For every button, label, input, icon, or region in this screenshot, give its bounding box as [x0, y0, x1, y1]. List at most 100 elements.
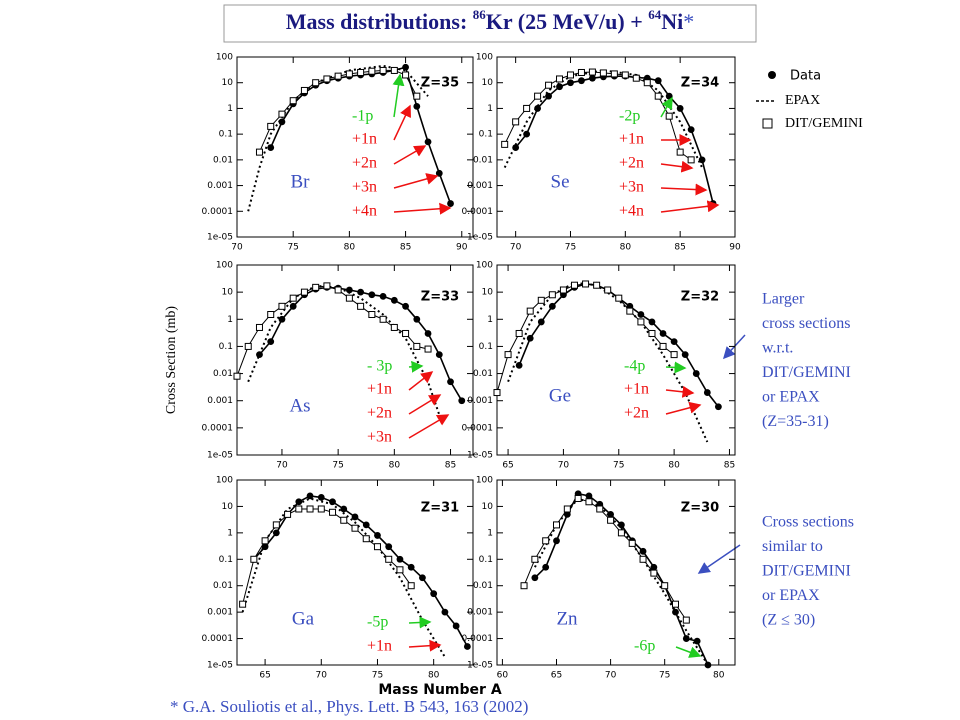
calc-point — [610, 70, 618, 78]
x-tick-label: 75 — [659, 671, 670, 681]
data-point — [650, 563, 658, 571]
x-tick-label: 85 — [674, 243, 685, 253]
calc-point — [599, 69, 607, 77]
y-tick-label: 1e-05 — [207, 451, 233, 461]
calc-point — [617, 529, 625, 537]
y-tick-label: 100 — [476, 476, 493, 486]
z-label: Z=33 — [421, 290, 459, 305]
element-label: Se — [551, 171, 570, 192]
plot-frame — [496, 56, 736, 238]
x-tick-label: 85 — [400, 243, 411, 253]
data-point — [419, 574, 426, 582]
side-note: DIT/GEMINI — [762, 563, 851, 580]
calc-point — [604, 286, 612, 294]
y-tick-label: 0.0001 — [202, 634, 234, 644]
x-tick-label: 80 — [620, 243, 632, 253]
calc-point — [329, 508, 337, 516]
data-point — [537, 318, 545, 326]
annotation-arrow — [660, 183, 708, 196]
x-tick-label: 75 — [565, 243, 576, 253]
annotation: +2n — [624, 405, 649, 422]
annotation: +3n — [619, 179, 644, 196]
side-note: w.r.t. — [762, 340, 793, 357]
calc-point — [239, 600, 247, 608]
calc-point — [607, 516, 615, 524]
footnote: * G.A. Souliotis et al., Phys. Lett. B 5… — [170, 697, 528, 716]
calc-point — [545, 81, 553, 89]
calc-point — [300, 288, 308, 296]
series-line — [236, 285, 429, 377]
annotation: +2n — [619, 155, 644, 172]
x-tick-label: 80 — [389, 461, 401, 471]
data-point — [648, 318, 656, 326]
title-part: Ni — [661, 9, 683, 34]
y-tick-label: 1e-05 — [467, 451, 493, 461]
side-note: (Z=35-31) — [762, 413, 829, 430]
y-tick-label: 0.01 — [213, 369, 233, 379]
calc-point — [407, 582, 415, 590]
y-tick-label: 0.001 — [207, 396, 233, 406]
calc-point — [577, 68, 585, 76]
annotation: +1n — [352, 131, 377, 148]
y-tick-label: 10 — [482, 502, 494, 512]
calc-point — [233, 372, 241, 380]
title-sup: 64 — [648, 7, 662, 22]
calc-point — [687, 156, 695, 164]
series-line — [241, 497, 446, 658]
x-tick-label: 70 — [276, 461, 288, 471]
data-point — [374, 532, 381, 539]
y-tick-label: 0.01 — [473, 581, 493, 591]
legend-symbol — [768, 71, 776, 79]
calc-point — [317, 505, 325, 513]
y-tick-label: 0.0001 — [202, 423, 234, 433]
calc-point — [373, 543, 381, 551]
data-point — [379, 292, 387, 300]
annotation-arrow — [408, 616, 432, 629]
calc-point — [244, 342, 252, 350]
data-point — [278, 118, 286, 126]
y-tick-label: 1 — [227, 528, 233, 538]
element-label: As — [289, 395, 310, 416]
annotation: +1n — [367, 381, 392, 398]
y-tick-label: 1e-05 — [467, 233, 493, 243]
calc-point — [424, 345, 432, 353]
data-point — [345, 286, 353, 294]
data-point — [693, 637, 701, 645]
calc-point — [345, 294, 353, 302]
z-label: Z=34 — [681, 76, 719, 91]
calc-point — [566, 71, 574, 79]
data-point — [703, 389, 711, 396]
side-note: (Z ≤ 30) — [762, 612, 815, 629]
data-point — [447, 378, 454, 386]
data-point — [368, 291, 376, 299]
x-tick-label: 80 — [668, 461, 680, 471]
x-tick-label: 75 — [287, 243, 298, 253]
calc-point — [334, 286, 342, 294]
data-point — [407, 563, 415, 571]
calc-point — [390, 323, 398, 331]
annotation: +4n — [352, 203, 377, 220]
calc-point — [368, 67, 376, 75]
calc-point — [672, 600, 679, 608]
data-point — [698, 156, 706, 164]
annotation-arrow — [393, 145, 427, 165]
data-point — [267, 144, 275, 151]
calc-point — [493, 389, 501, 397]
calc-point — [261, 537, 269, 545]
annotation-arrow — [392, 73, 405, 118]
calc-point — [593, 281, 601, 289]
calc-point — [628, 539, 636, 547]
side-note: DIT/GEMINI — [762, 364, 851, 381]
legend-symbol — [762, 118, 773, 129]
annotation-arrow — [393, 104, 411, 141]
y-tick-label: 0.0001 — [462, 634, 494, 644]
y-tick-label: 100 — [216, 261, 233, 271]
calc-point — [574, 494, 582, 502]
data-point — [659, 330, 667, 337]
z-label: Z=31 — [421, 501, 459, 516]
series-line — [504, 71, 692, 161]
annotation: +1n — [619, 131, 644, 148]
annotation: +1n — [624, 381, 649, 398]
calc-point — [312, 79, 320, 87]
y-tick-label: 0.01 — [473, 155, 493, 165]
